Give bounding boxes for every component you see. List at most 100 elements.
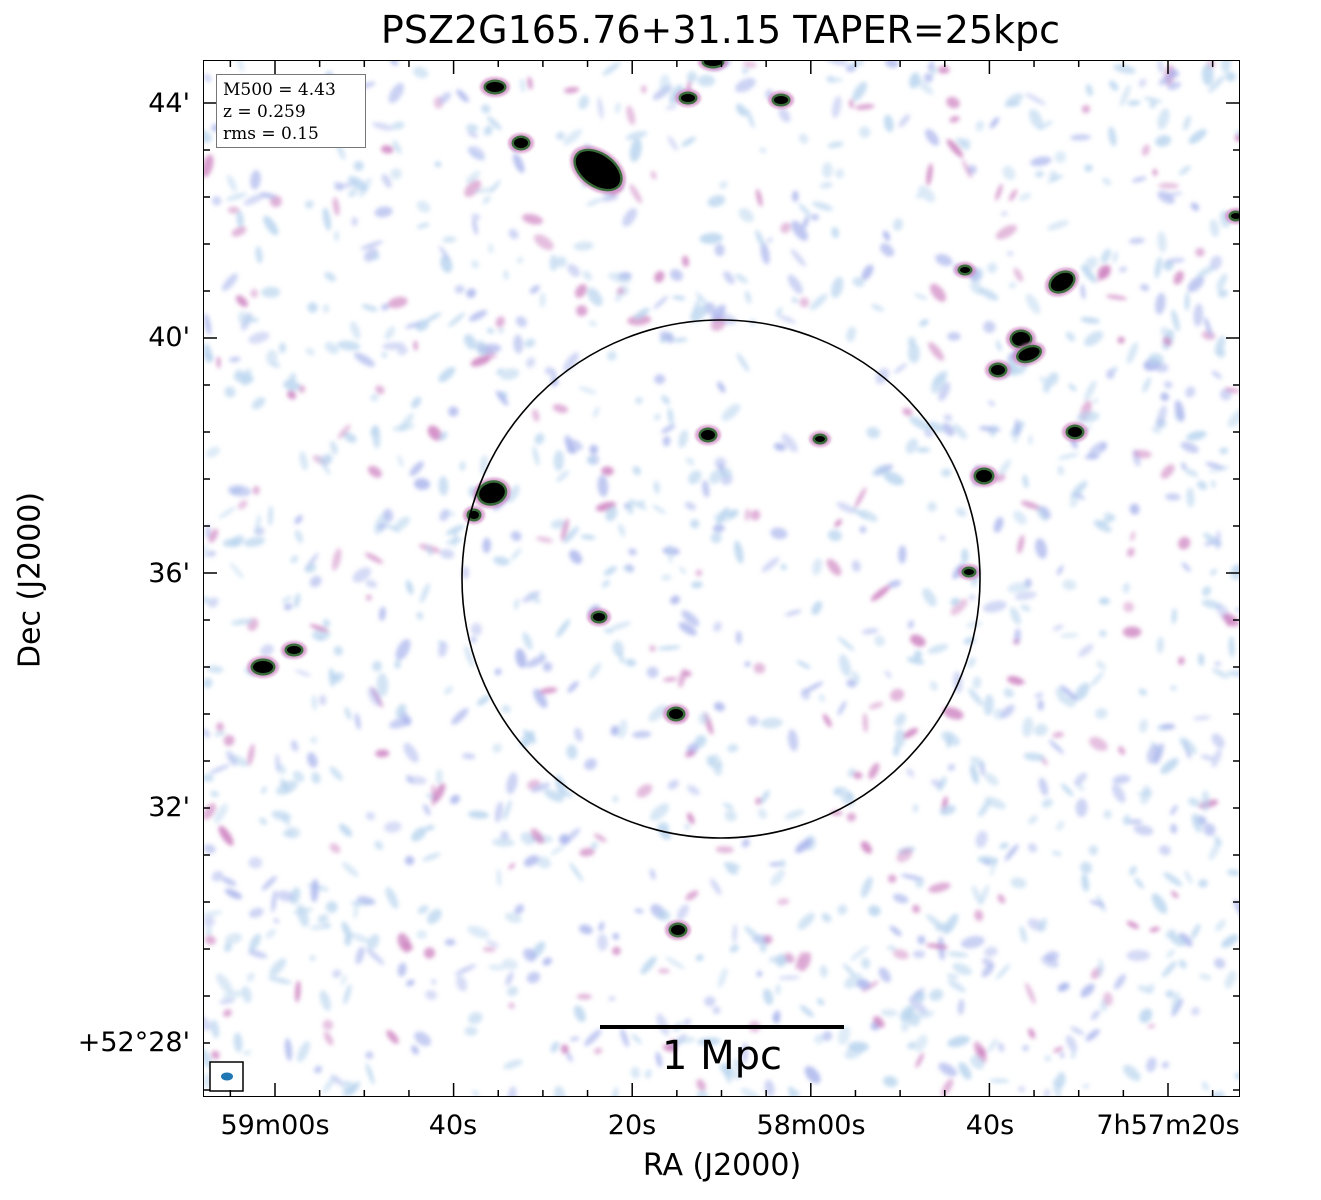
noise-blob [237,311,250,326]
noise-blob [500,830,510,841]
noise-blob [929,988,944,1001]
noise-blob [593,833,607,843]
noise-blob [935,253,953,267]
noise-blob [1203,540,1216,547]
noise-blob [655,1051,663,1068]
noise-blob [468,310,488,322]
noise-blob [575,284,587,298]
noise-blob [1034,692,1044,699]
radio-source [809,431,831,447]
noise-blob [887,874,897,883]
noise-blob [1224,387,1240,393]
noise-blob [328,668,336,687]
noise-blob [261,786,267,794]
noise-blob [710,878,722,896]
noise-blob [946,139,964,158]
noise-blob [1133,824,1154,836]
plot-title: PSZ2G165.76+31.15 TAPER=25kpc [380,8,1061,52]
noise-blob [775,953,787,968]
noise-blob [563,526,579,544]
radio-sources [247,60,1240,940]
noise-blob [902,407,913,416]
noise-blob [1114,974,1126,990]
noise-blob [1193,715,1211,721]
noise-blob [1170,823,1178,834]
noise-blob [859,126,871,138]
noise-blob [968,688,983,706]
noise-blob [1074,682,1090,701]
noise-blob [445,524,465,536]
noise-blob [757,808,767,819]
noise-blob [378,606,386,621]
noise-blob [688,470,702,485]
noise-blob [695,954,704,962]
noise-blob [667,135,678,151]
noise-blob [1099,443,1108,451]
noise-blob [243,193,265,206]
noise-blob [450,794,460,805]
noise-blob [661,424,676,434]
noise-blob [307,302,318,313]
noise-blob [791,220,808,241]
noise-blob [317,455,331,476]
noise-blob [1014,591,1037,601]
noise-blob [1119,84,1131,107]
noise-blob [204,313,212,336]
noise-blob [746,108,755,129]
noise-blob [744,290,752,304]
noise-blob [779,859,786,868]
noise-blob [760,717,783,729]
noise-blob [442,236,457,243]
noise-blob [392,140,402,155]
noise-blob [1054,151,1067,163]
noise-blob [849,60,865,68]
noise-blob [825,60,849,66]
noise-blob [564,434,573,450]
noise-blob [648,704,668,722]
noise-blob [798,133,809,144]
noise-blob [276,780,298,795]
noise-blob [323,1031,334,1046]
noise-blob [205,927,212,936]
noise-blob [227,206,240,214]
noise-blob [812,558,823,576]
noise-blob [1159,845,1171,856]
noise-blob [416,611,424,620]
noise-blob [1171,991,1180,1013]
noise-blob [1165,493,1181,501]
noise-blob [1057,982,1070,992]
noise-blob [246,972,255,982]
noise-blob [734,540,744,564]
noise-blob [755,229,765,247]
noise-blob [952,962,972,976]
noise-blob [1165,191,1183,197]
noise-blob [1163,381,1173,389]
noise-blob [903,727,919,739]
noise-blob [1007,582,1030,593]
noise-blob [778,315,797,324]
noise-blob [1103,809,1112,820]
noise-blob [1010,877,1027,889]
noise-blob [416,200,431,213]
noise-blob [995,963,1011,980]
noise-blob [375,749,390,758]
noise-blob [894,728,906,748]
noise-blob [1170,685,1177,691]
noise-blob [372,253,380,260]
noise-blob [892,893,909,904]
noise-blob [519,78,526,93]
noise-blob [969,280,984,295]
noise-blob [1118,266,1128,273]
noise-blob [791,190,799,202]
noise-blob [439,548,455,559]
radio-source [508,133,534,153]
noise-blob [261,286,281,298]
noise-blob [652,504,666,514]
noise-blob [727,509,739,519]
noise-blob [213,731,226,737]
noise-blob [709,469,723,485]
noise-blob [203,844,216,854]
noise-blob [1154,256,1163,279]
noise-blob [1098,597,1110,605]
noise-blob [759,147,767,153]
